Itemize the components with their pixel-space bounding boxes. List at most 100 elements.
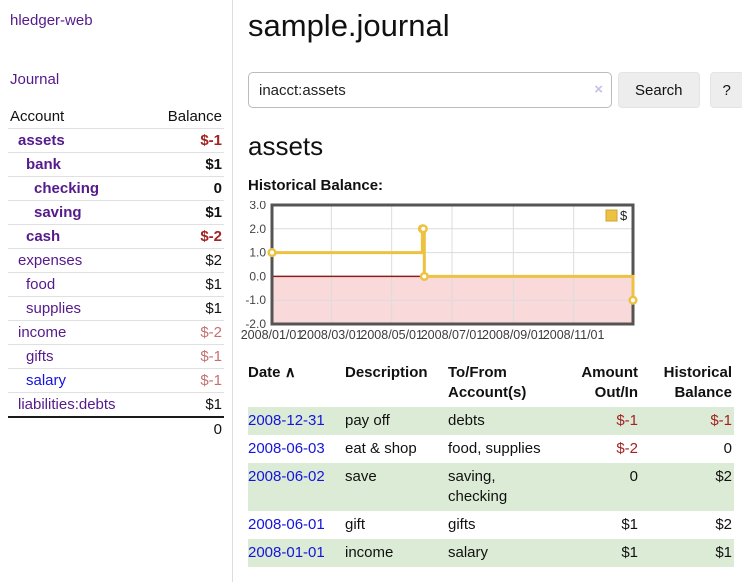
accounts-tbody: assets $-1 bank $1 checking 0 saving $1 …	[8, 128, 224, 417]
account-row: income $-2	[8, 320, 224, 345]
transaction-amount: $-1	[616, 412, 638, 429]
transaction-accounts: gifts	[448, 516, 476, 533]
svg-text:2008/11/01: 2008/11/01	[543, 328, 605, 342]
sidebar: hledger-web Journal Account Balance asse…	[0, 0, 233, 582]
register-tbody: 2008-12-31 pay off debts $-1 $-1 2008-06…	[248, 407, 734, 567]
sort-ascending-icon: ∧	[284, 364, 296, 381]
register-header-date[interactable]: Date ∧	[248, 359, 345, 407]
transaction-balance: $2	[715, 468, 732, 485]
account-balance: $1	[149, 272, 224, 297]
register-row: 2008-01-01 income salary $1 $1	[248, 539, 734, 567]
transaction-date-link[interactable]: 2008-06-03	[248, 440, 325, 457]
account-link[interactable]: checking	[34, 180, 100, 197]
svg-text:-2.0: -2.0	[245, 317, 266, 331]
transaction-amount: $1	[621, 544, 638, 561]
register-header-row: Date ∧ Description To/From Account(s) Am…	[248, 359, 734, 407]
account-balance: $-2	[149, 224, 224, 249]
svg-text:2008/09/01: 2008/09/01	[482, 328, 545, 342]
transaction-description: save	[345, 468, 377, 485]
account-row: cash $-2	[8, 224, 224, 249]
page-title: sample.journal	[248, 8, 450, 43]
transaction-balance: $1	[715, 544, 732, 561]
register-header-amount: Amount Out/In	[581, 364, 638, 401]
account-row: checking 0	[8, 176, 224, 201]
account-row: salary $-1	[8, 368, 224, 393]
transaction-balance: $2	[715, 516, 732, 533]
svg-text:2008/07/01: 2008/07/01	[421, 328, 484, 342]
accounts-header-balance: Balance	[167, 108, 222, 125]
account-link[interactable]: expenses	[18, 252, 83, 269]
account-link[interactable]: gifts	[26, 348, 54, 365]
help-button[interactable]: ?	[709, 72, 742, 108]
register-row: 2008-06-03 eat & shop food, supplies $-2…	[248, 435, 734, 463]
transaction-balance: $-1	[710, 412, 732, 429]
transaction-balance: 0	[723, 440, 732, 457]
transaction-description: pay off	[345, 412, 390, 429]
account-balance: $-1	[149, 368, 224, 393]
search-input-wrap: ×	[248, 72, 612, 108]
transaction-amount: $1	[621, 516, 638, 533]
search-button[interactable]: Search	[618, 72, 700, 108]
register-row: 2008-06-02 save saving, checking 0 $2	[248, 463, 734, 511]
account-link[interactable]: saving	[34, 204, 82, 221]
account-link[interactable]: bank	[26, 156, 62, 173]
accounts-total-spacer	[8, 416, 150, 441]
account-link[interactable]: cash	[26, 228, 61, 245]
transaction-date-link[interactable]: 2008-06-01	[248, 516, 325, 533]
historical-balance-chart: 3.0 2.0 1.0 0.0 -1.0 -2.02008/01/012008/03/01…	[241, 201, 638, 342]
clear-search-icon[interactable]: ×	[594, 81, 603, 98]
search-form: × Search ?	[248, 72, 742, 108]
svg-text:0.0: 0.0	[249, 269, 266, 283]
account-row: food $1	[8, 272, 224, 297]
account-balance: $1	[149, 392, 224, 417]
brand-link[interactable]: hledger-web	[10, 12, 93, 29]
account-balance: $1	[149, 200, 224, 225]
register-header-description: Description	[345, 364, 428, 381]
transaction-date-link[interactable]: 2008-01-01	[248, 544, 325, 561]
transaction-accounts: saving, checking	[448, 468, 508, 505]
svg-text:1.0: 1.0	[249, 246, 266, 260]
transaction-description: eat & shop	[345, 440, 417, 457]
transaction-description: gift	[345, 516, 366, 533]
account-row: liabilities:debts $1	[8, 392, 224, 417]
account-balance: $2	[149, 248, 224, 273]
account-balance: $-1	[149, 344, 224, 369]
svg-text:$: $	[620, 208, 628, 223]
transaction-amount: 0	[629, 468, 638, 485]
svg-text:2.0: 2.0	[249, 222, 266, 236]
account-link[interactable]: assets	[18, 132, 65, 149]
account-row: supplies $1	[8, 296, 224, 321]
account-link[interactable]: food	[26, 276, 56, 293]
accounts-header-account: Account	[10, 108, 65, 125]
transaction-date-link[interactable]: 2008-12-31	[248, 412, 325, 429]
transaction-amount: $-2	[616, 440, 638, 457]
transaction-accounts: salary	[448, 544, 489, 561]
account-heading: assets	[248, 131, 324, 161]
nav-journal-link[interactable]: Journal	[10, 71, 60, 88]
register-table: Date ∧ Description To/From Account(s) Am…	[248, 359, 734, 567]
account-row: saving $1	[8, 200, 224, 225]
account-row: assets $-1	[8, 128, 224, 153]
transaction-accounts: debts	[448, 412, 485, 429]
accounts-total-row: 0	[8, 416, 224, 441]
account-link[interactable]: supplies	[26, 300, 82, 317]
account-row: bank $1	[8, 152, 224, 177]
account-row: gifts $-1	[8, 344, 224, 369]
account-balance: $1	[149, 296, 224, 321]
svg-text:-1.0: -1.0	[245, 293, 266, 307]
svg-text:3.0: 3.0	[249, 201, 266, 212]
transaction-date-link[interactable]: 2008-06-02	[248, 468, 325, 485]
accounts-table: Account Balance assets $-1 bank $1 check…	[8, 105, 224, 441]
account-link[interactable]: liabilities:debts	[18, 396, 116, 413]
register-row: 2008-12-31 pay off debts $-1 $-1	[248, 407, 734, 435]
accounts-header-row: Account Balance	[8, 105, 224, 129]
svg-text:2008/05/01: 2008/05/01	[360, 328, 423, 342]
transaction-description: income	[345, 544, 394, 561]
account-row: expenses $2	[8, 248, 224, 273]
svg-text:2008/01/01: 2008/01/01	[241, 328, 304, 342]
accounts-total-value: 0	[149, 416, 224, 441]
account-link[interactable]: salary	[26, 372, 67, 389]
register-header-balance: Historical Balance	[663, 364, 732, 401]
account-link[interactable]: income	[18, 324, 67, 341]
search-input[interactable]	[248, 72, 612, 108]
